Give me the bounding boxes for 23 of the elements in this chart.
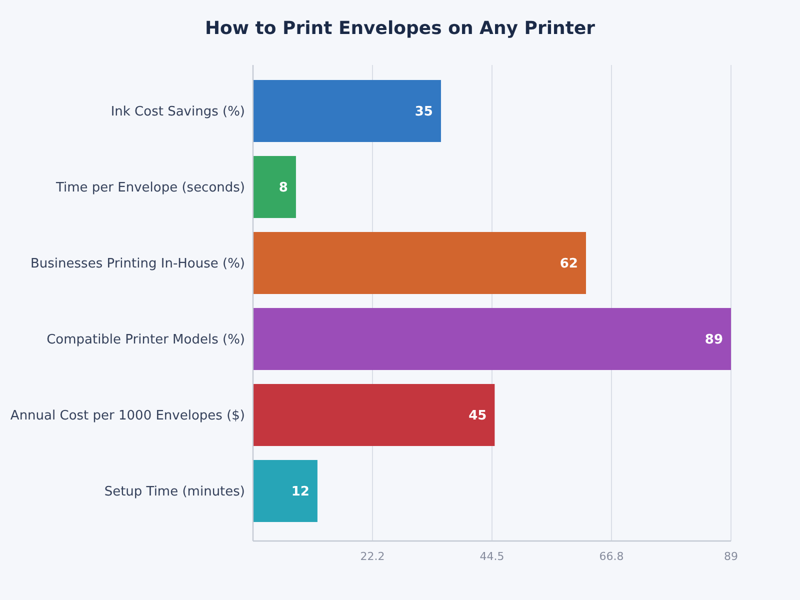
bar	[253, 384, 495, 446]
y-tick-label: Time per Envelope (seconds)	[54, 180, 245, 196]
data-label: 35	[414, 104, 433, 120]
data-label: 89	[704, 332, 723, 348]
bar	[253, 232, 586, 294]
x-tick-label: 22.2	[360, 550, 385, 563]
x-tick-label: 66.8	[599, 550, 624, 563]
data-label: 62	[560, 256, 578, 272]
data-label: 45	[468, 408, 487, 424]
bar	[253, 80, 441, 142]
x-tick-label: 89	[724, 550, 738, 563]
bar	[253, 460, 318, 522]
bar	[253, 156, 296, 218]
y-tick-label: Businesses Printing In-House (%)	[30, 256, 245, 272]
y-tick-label: Ink Cost Savings (%)	[110, 104, 245, 120]
data-label: 8	[278, 180, 288, 196]
y-tick-label: Setup Time (minutes)	[104, 484, 245, 500]
y-tick-label: Compatible Printer Models (%)	[46, 332, 245, 348]
x-tick-label: 44.5	[480, 550, 504, 563]
data-label: 12	[291, 484, 310, 500]
y-tick-label: Annual Cost per 1000 Envelopes ($)	[10, 408, 245, 424]
chart-title: How to Print Envelopes on Any Printer	[204, 18, 596, 39]
bar	[253, 308, 731, 370]
